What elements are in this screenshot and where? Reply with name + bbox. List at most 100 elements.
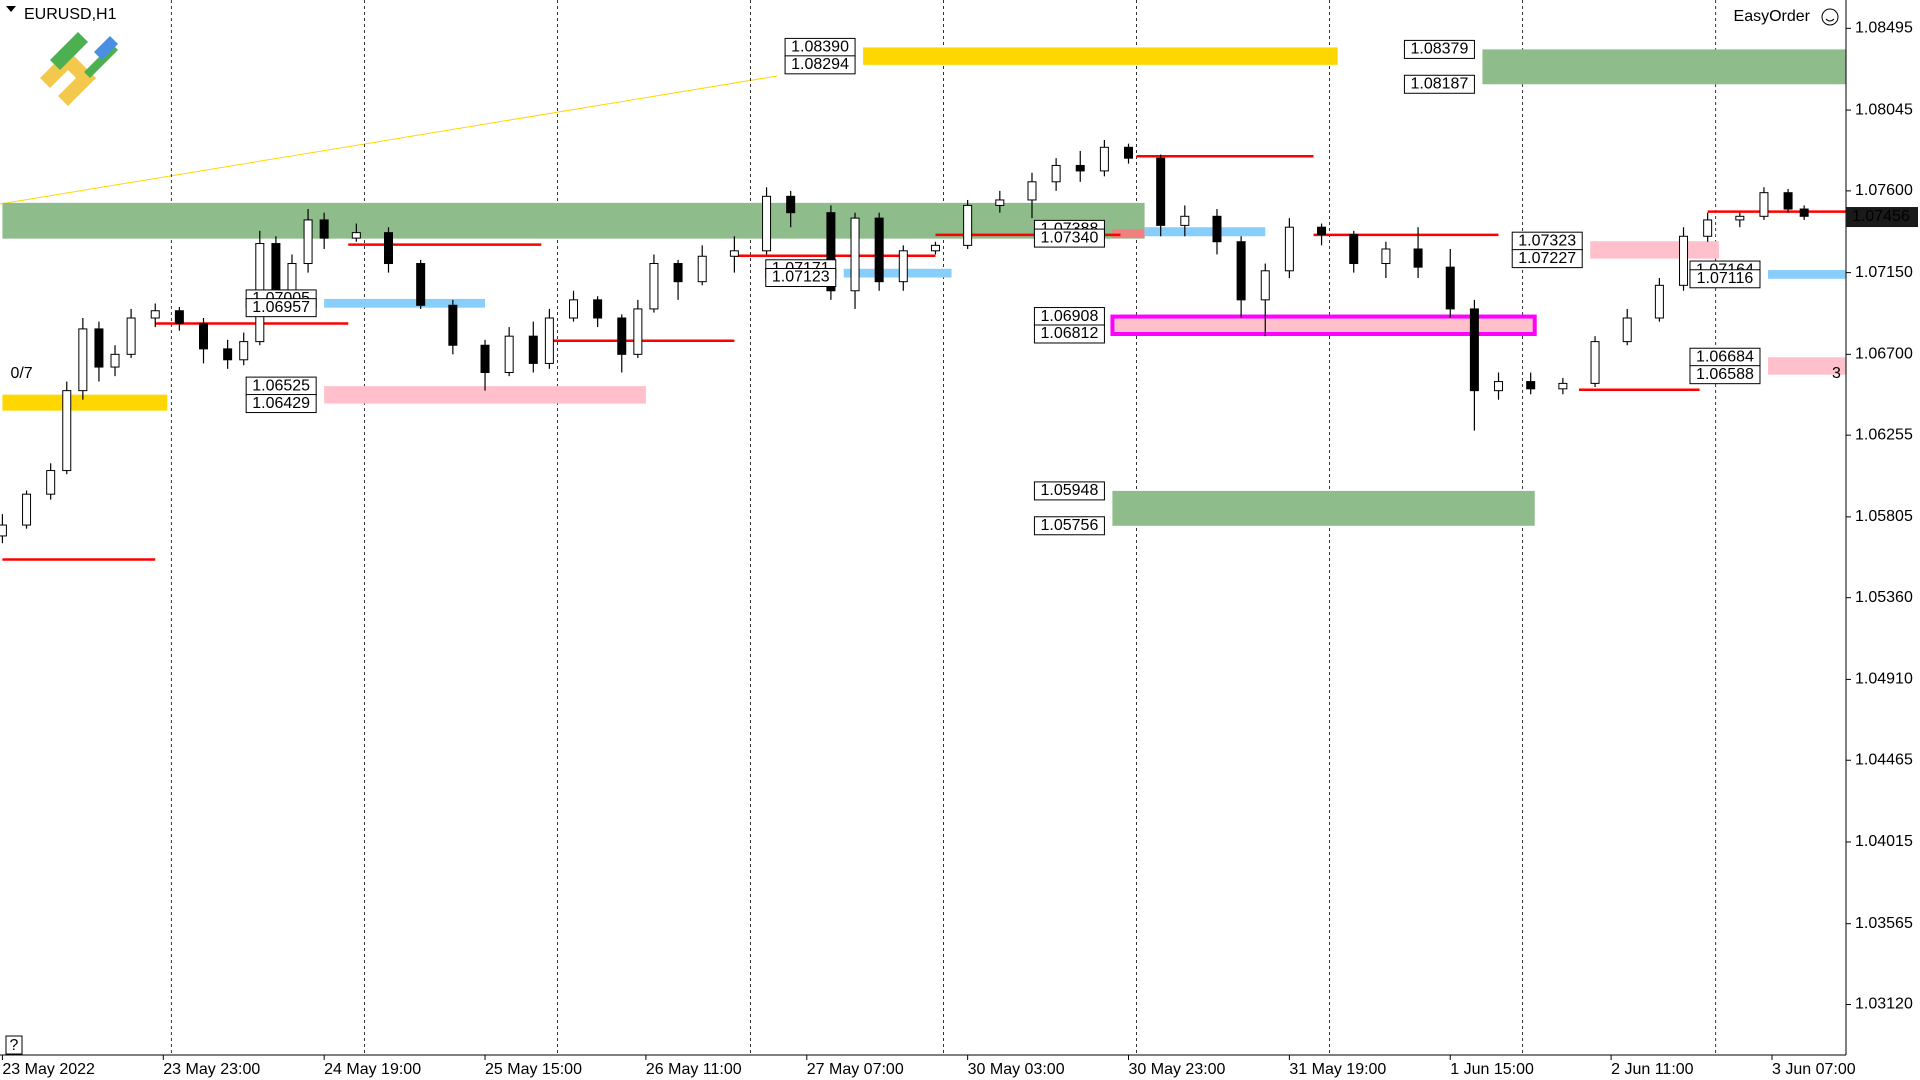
smiley [1821, 8, 1839, 26]
candle-body [1759, 192, 1769, 217]
price-label-box [245, 394, 317, 414]
price-label-box [1033, 324, 1105, 344]
price-label-box [1033, 481, 1105, 501]
trend-line [0, 75, 778, 205]
y-tick-label: 1.04465 [1855, 751, 1913, 768]
candle-body [1590, 341, 1600, 384]
candle-body [480, 344, 490, 373]
price-label: 1.06812 [1041, 325, 1099, 342]
zone [843, 268, 952, 278]
candle-body [94, 328, 104, 368]
price-label-box [765, 268, 837, 288]
candle-body [1558, 382, 1568, 390]
candle-body [1703, 219, 1713, 237]
price-label: 1.06684 [1696, 348, 1754, 365]
candle-body [448, 304, 458, 346]
zone [324, 386, 646, 404]
candle-body [199, 322, 209, 350]
candle-body [569, 299, 579, 319]
y-tick-label: 1.05360 [1855, 589, 1913, 606]
zone [2, 202, 1145, 239]
zone [324, 298, 486, 308]
candle-body [593, 299, 603, 319]
menu-arrow[interactable] [6, 6, 16, 12]
zone [1144, 227, 1266, 237]
candle-body [1381, 248, 1391, 265]
candle-body [649, 263, 659, 310]
candle-body [239, 341, 249, 361]
candle-body [22, 493, 32, 526]
y-tick-label: 1.04910 [1855, 671, 1913, 688]
y-tick-label: 1.07600 [1855, 182, 1913, 199]
price-label: 1.07116 [1697, 270, 1754, 287]
candle-body [1494, 381, 1504, 392]
x-tick-label: 30 May 23:00 [1129, 1061, 1226, 1078]
price-label: 1.08379 [1411, 41, 1469, 58]
x-tick-label: 2 Jun 11:00 [1611, 1061, 1694, 1078]
price-label-box [1033, 228, 1105, 248]
price-label: 1.06957 [252, 299, 310, 316]
candle-body [62, 390, 72, 472]
candle-body [351, 232, 361, 239]
chart-title: EURUSD,H1 [24, 6, 117, 23]
x-tick-label: 31 May 19:00 [1289, 1061, 1386, 1078]
candle-body [1212, 215, 1222, 243]
x-tick-label: 24 May 19:00 [324, 1061, 421, 1078]
zone [1112, 490, 1535, 526]
x-tick-label: 3 Jun 07:00 [1772, 1061, 1856, 1078]
y-tick-label: 1.06255 [1855, 426, 1913, 443]
zone [2, 394, 168, 411]
y-tick-label: 1.08495 [1855, 20, 1913, 37]
zone [1482, 49, 1846, 85]
candle-body [303, 219, 313, 265]
candle-body [673, 263, 683, 283]
candle-body [633, 308, 643, 355]
candle-body [1783, 192, 1793, 210]
y-tick-label: 1.07150 [1855, 264, 1913, 281]
x-tick-label: 30 May 03:00 [968, 1061, 1065, 1078]
candle-body [287, 263, 297, 294]
candle-body [995, 199, 1005, 206]
zone [863, 47, 1338, 65]
candle-body [46, 470, 56, 495]
candle-body [271, 243, 281, 294]
candle-body [0, 524, 7, 537]
help-box[interactable] [5, 1035, 23, 1055]
y-tick-label: 1.03120 [1855, 996, 1913, 1013]
candle-body [1526, 381, 1536, 390]
price-label-box [1511, 249, 1583, 269]
candle-body [1180, 215, 1190, 226]
candle-body [150, 310, 160, 319]
current-price-box [1846, 207, 1918, 228]
price-label: 1.08390 [791, 39, 849, 56]
zone [1590, 241, 1719, 259]
candle-body [1654, 284, 1664, 319]
candle-body [697, 255, 707, 283]
candle-body [1317, 226, 1327, 235]
help[interactable]: ? [10, 1037, 19, 1054]
price-label-box [245, 298, 317, 318]
candle-body [930, 244, 940, 252]
y-tick-label: 1.06700 [1855, 346, 1913, 363]
price-label: 1.08187 [1411, 75, 1469, 92]
plot: 1.083901.082941.083791.081871.073881.073… [0, 0, 1846, 1055]
candle-body [1445, 266, 1455, 310]
annotation: 0/7 [10, 365, 32, 382]
candle-body [1051, 164, 1061, 183]
candle-body [528, 335, 538, 364]
candle-body [1413, 248, 1423, 268]
price-label-box [1689, 365, 1761, 385]
candle-body [1679, 235, 1689, 286]
candle-body [617, 317, 627, 355]
candle-body [1349, 233, 1359, 265]
panel-label[interactable]: EasyOrder [1734, 8, 1811, 25]
y-tick-label: 1.04015 [1855, 833, 1913, 850]
price-label: 1.07123 [772, 269, 830, 286]
price-label: 1.06908 [1041, 308, 1099, 325]
candle-body [850, 217, 860, 292]
price-label: 1.05756 [1041, 517, 1099, 534]
candle-body [963, 204, 973, 246]
candle-body [1735, 215, 1745, 221]
price-label-box [1403, 74, 1475, 94]
